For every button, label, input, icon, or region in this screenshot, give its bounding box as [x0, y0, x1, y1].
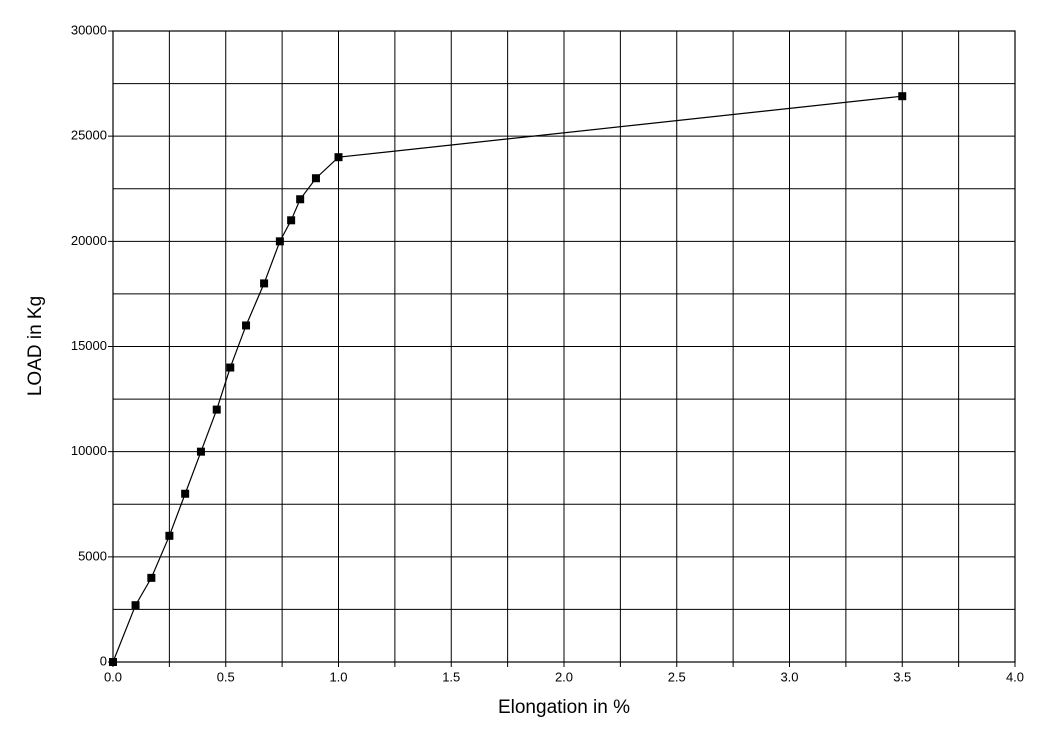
marker	[109, 658, 117, 666]
x-tick-label: 0.5	[217, 669, 235, 684]
marker	[226, 363, 235, 372]
x-tick-label: 3.5	[893, 669, 911, 684]
marker	[212, 405, 221, 414]
y-tick-label: 30000	[71, 22, 107, 37]
x-axis-title: Elongation in %	[498, 697, 630, 718]
marker	[181, 489, 190, 498]
marker	[287, 216, 296, 225]
marker	[260, 279, 269, 288]
y-axis-title: LOAD in Kg	[25, 296, 46, 396]
x-tick-label: 2.5	[668, 669, 686, 684]
y-tick-label: 20000	[71, 233, 107, 248]
x-tick-label: 2.0	[555, 669, 573, 684]
x-tick-label: 4.0	[1006, 669, 1024, 684]
y-tick-label: 10000	[71, 443, 107, 458]
marker	[311, 174, 320, 183]
marker	[147, 573, 156, 582]
marker	[296, 195, 305, 204]
line	[112, 95, 903, 663]
x-tick-label: 3.0	[780, 669, 798, 684]
marker	[131, 601, 140, 610]
y-tick-label: 15000	[71, 338, 107, 353]
x-tick-label: 1.5	[442, 669, 460, 684]
y-tick-label: 25000	[71, 128, 107, 143]
plot-frame	[112, 30, 1016, 663]
x-tick-label: 1.0	[329, 669, 347, 684]
marker	[165, 531, 174, 540]
x-tick-label: 0.0	[104, 669, 122, 684]
marker	[898, 92, 907, 101]
marker	[334, 153, 343, 162]
marker	[242, 321, 251, 330]
y-tick-label: 5000	[78, 548, 107, 563]
y-tick-label: 0	[100, 653, 107, 668]
marker	[196, 447, 205, 456]
marker	[275, 237, 284, 246]
